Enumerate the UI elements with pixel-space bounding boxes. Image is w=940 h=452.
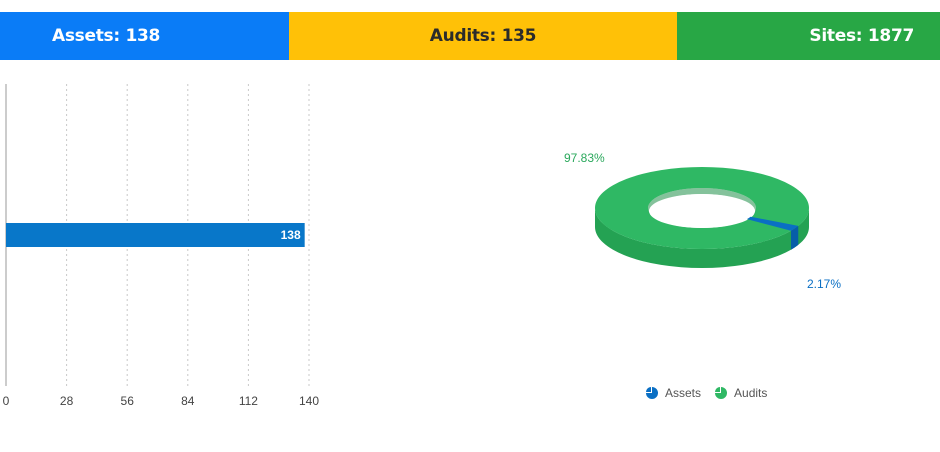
donut-slice-audits[interactable] <box>595 166 809 250</box>
bar-data-label: 138 <box>281 228 301 242</box>
pie-icon <box>715 387 728 399</box>
x-tick-label: 28 <box>60 394 74 408</box>
x-tick-label: 0 <box>3 394 10 408</box>
pie-icon-slice <box>646 387 658 399</box>
x-tick-label: 84 <box>181 394 195 408</box>
donut-hole <box>649 194 755 228</box>
donut-slice-assets[interactable] <box>746 216 799 231</box>
assets-count[interactable]: Assets: 138 <box>0 12 289 60</box>
sites-count[interactable]: Sites: 1877 <box>677 12 940 60</box>
pie-icon-wedge <box>646 387 651 392</box>
bar-assets[interactable] <box>6 223 305 247</box>
x-tick-label: 140 <box>299 394 319 408</box>
donut-outer-wall <box>595 208 809 268</box>
donut-inner-wall <box>648 188 756 214</box>
pie-icon <box>646 387 658 399</box>
donut-slice-assets-wall <box>791 225 799 250</box>
x-tick-label: 112 <box>239 394 258 408</box>
slice-label-audits: 97.83% <box>564 151 605 165</box>
stats-bar: Assets: 138 Audits: 135 Sites: 1877 <box>0 12 940 60</box>
legend-item-audits[interactable]: Audits <box>715 386 767 400</box>
audits-count[interactable]: Audits: 135 <box>289 12 677 60</box>
slice-label-assets: 2.17% <box>807 277 841 291</box>
legend-label-assets: Assets <box>665 386 702 400</box>
assets-bar-chart: 0 28 56 84 112 140 138 <box>3 84 319 408</box>
x-tick-label: 56 <box>121 394 135 408</box>
pie-icon-slice <box>715 387 728 399</box>
legend-item-assets[interactable]: Assets <box>646 386 701 400</box>
distribution-donut-chart: 2.17% 97.83% <box>564 151 841 291</box>
pie-icon-wedge <box>715 387 721 392</box>
donut-legend: Assets Audits <box>646 386 781 400</box>
legend-label-audits: Audits <box>734 386 768 400</box>
